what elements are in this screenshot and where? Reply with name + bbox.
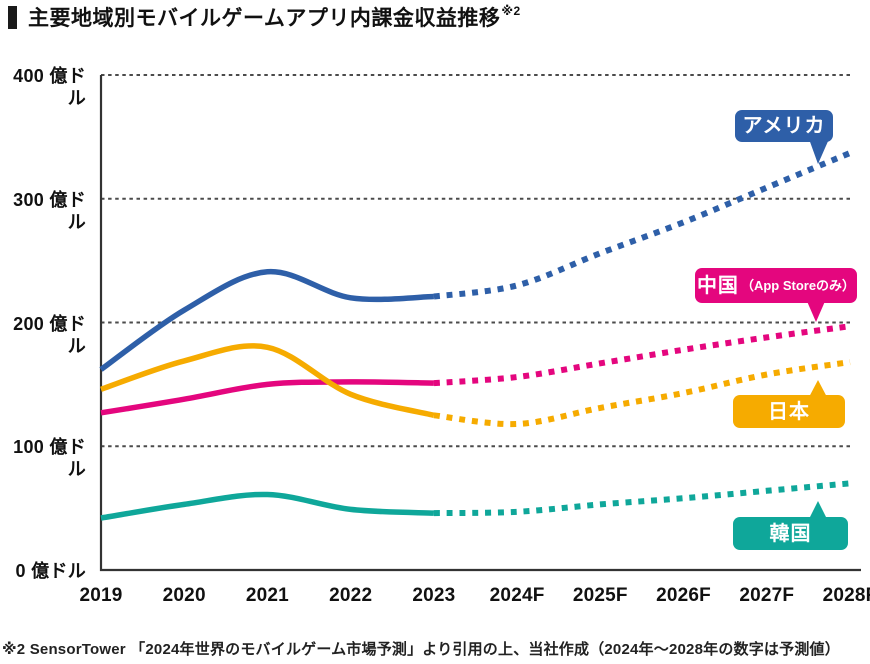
x-tick-2019: 2019	[79, 585, 123, 606]
x-tick-2025f: 2025F	[572, 585, 628, 606]
title-bar-mark	[8, 6, 17, 29]
chart-title: 主要地域別モバイルゲームアプリ内課金収益推移※2	[28, 3, 521, 30]
legend-japan-label: 日本	[768, 400, 810, 423]
x-tick-2023: 2023	[412, 585, 456, 606]
title-footnote-ref: ※2	[501, 3, 521, 18]
legend-america-label: アメリカ	[742, 115, 826, 137]
y-tick-400: 400 億ドル	[13, 66, 86, 108]
y-tick-200: 200 億ドル	[13, 313, 86, 356]
chart-header: 主要地域別モバイルゲームアプリ内課金収益推移※2	[8, 3, 521, 30]
legend-china-sublabel: （App Storeのみ）	[740, 278, 856, 293]
y-tick-300: 300 億ドル	[13, 189, 86, 232]
y-tick-0: 0 億ドル	[15, 561, 86, 581]
x-tick-2026f: 2026F	[656, 585, 711, 606]
x-tick-2020: 2020	[162, 585, 206, 606]
legend-america: アメリカ	[735, 110, 833, 142]
legend-korea-label: 韓国	[769, 522, 812, 545]
legend-japan: 日本	[733, 395, 845, 428]
x-tick-2024f: 2024F	[489, 585, 545, 606]
x-tick-2022: 2022	[329, 585, 373, 606]
chart-title-text: 主要地域別モバイルゲームアプリ内課金収益推移	[28, 6, 501, 30]
x-tick-2021: 2021	[245, 585, 289, 606]
legend-china-label: 中国	[696, 274, 739, 297]
source-footnote: ※2 SensorTower 「2024年世界のモバイルゲーム市場予測」より引用…	[2, 641, 840, 658]
legend-china: 中国 （App Storeのみ）	[695, 268, 857, 303]
legend-korea: 韓国	[733, 517, 848, 550]
x-tick-2028f: 2028F	[822, 585, 870, 606]
y-tick-100: 100 億ドル	[13, 437, 86, 480]
x-tick-2027f: 2027F	[739, 585, 795, 606]
